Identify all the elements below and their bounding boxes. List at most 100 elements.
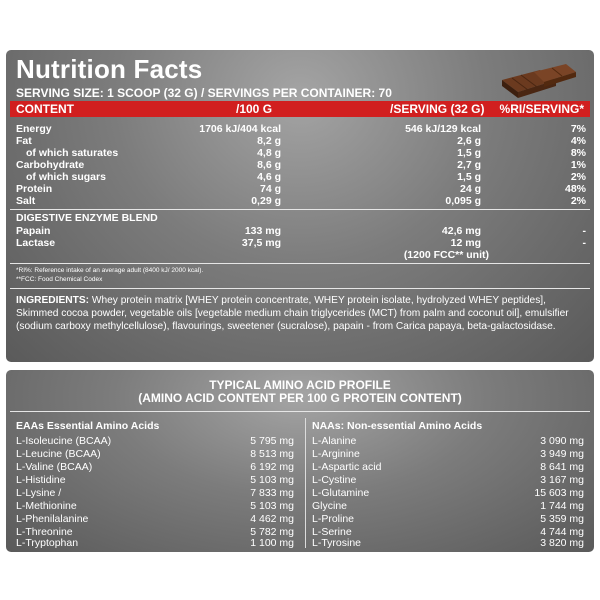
eaa-row: L-Isoleucine (BCAA) 5 795 mg — [16, 436, 294, 447]
header-per-100g: /100 G — [236, 102, 273, 116]
table-row-carbohydrate: Carbohydrate 8,6 g 2,7 g 1% — [16, 160, 586, 171]
header-ri-serving: %RI/SERVING* — [499, 102, 584, 116]
naa-title: NAAs: Non-essential Amino Acids — [312, 420, 483, 432]
naa-row: Glycine 1 744 mg — [312, 501, 584, 512]
amino-value: 15 603 mg — [534, 487, 584, 499]
amino-name: L-Alanine — [312, 435, 357, 447]
amino-name: L-Glutamine — [312, 487, 370, 499]
divider — [10, 411, 590, 412]
row-per-serving: 2,6 g — [457, 135, 481, 147]
amino-name: L-Histidine — [16, 474, 66, 486]
row-ri: 7% — [570, 123, 586, 135]
row-name: Lactase — [16, 237, 56, 249]
amino-value: 5 795 mg — [250, 435, 294, 447]
table-row-energy: Energy 1706 kJ/404 kcal 546 kJ/129 kcal … — [16, 124, 586, 135]
header-per-serving: /SERVING (32 G) — [390, 102, 485, 116]
header-content: CONTENT — [16, 102, 74, 116]
divider — [10, 263, 590, 264]
naa-row: L-Cystine 3 167 mg — [312, 475, 584, 486]
row-ri: 4% — [570, 135, 586, 147]
table-row-papain: Papain 133 mg 42,6 mg - — [16, 226, 586, 237]
row-name: Salt — [16, 195, 36, 207]
row-per-100g: 8,2 g — [257, 135, 281, 147]
row-per-100g: 4,6 g — [257, 171, 281, 183]
row-per-100g: 37,5 mg — [241, 237, 281, 249]
eaa-row: L-Methionine 5 103 mg — [16, 501, 294, 512]
eaa-row: L-Valine (BCAA) 6 192 mg — [16, 462, 294, 473]
amino-value: 3 167 mg — [540, 474, 584, 486]
row-per-serving: 0,095 g — [445, 195, 481, 207]
ingredients-list: Whey protein matrix [WHEY protein concen… — [16, 295, 569, 332]
naa-row: L-Glutamine 15 603 mg — [312, 488, 584, 499]
row-per-100g: 1706 kJ/404 kcal — [199, 123, 281, 135]
amino-value: 1 744 mg — [540, 500, 584, 512]
nutrition-table-header: CONTENT /100 G /SERVING (32 G) %RI/SERVI… — [10, 101, 590, 117]
amino-value: 8 513 mg — [250, 448, 294, 460]
amino-value: 7 833 mg — [250, 487, 294, 499]
row-name: Fat — [16, 135, 32, 147]
serving-size-line: SERVING SIZE: 1 SCOOP (32 G) / SERVINGS … — [16, 86, 392, 100]
table-row-saturates: of which saturates 4,8 g 1,5 g 8% — [16, 148, 586, 159]
amino-name: L-Cystine — [312, 474, 357, 486]
amino-value: 1 100 mg — [250, 537, 294, 549]
amino-acid-panel: TYPICAL AMINO ACID PROFILE (AMINO ACID C… — [6, 370, 594, 552]
footnote-fcc: **FCC: Food Chemical Codex — [16, 276, 103, 283]
row-name: Papain — [16, 225, 51, 237]
column-divider — [305, 418, 306, 548]
row-per-100g: 74 g — [259, 183, 281, 195]
naa-row: L-Serine 4 744 mg — [312, 527, 584, 538]
row-per-serving: 1,5 g — [457, 147, 481, 159]
amino-value: 5 103 mg — [250, 500, 294, 512]
eaa-row: L-Leucine (BCAA) 8 513 mg — [16, 449, 294, 460]
amino-value: 5 103 mg — [250, 474, 294, 486]
naa-row: L-Arginine 3 949 mg — [312, 449, 584, 460]
enzyme-blend-title: DIGESTIVE ENZYME BLEND — [16, 212, 158, 224]
eaa-title: EAAs Essential Amino Acids — [16, 420, 160, 432]
amino-name: Glycine — [312, 500, 348, 512]
row-per-100g: 4,8 g — [257, 147, 281, 159]
row-per-serving: 1,5 g — [457, 171, 481, 183]
amino-name: L-Methionine — [16, 500, 77, 512]
naa-row: L-Alanine 3 090 mg — [312, 436, 584, 447]
amino-name: L-Tyrosine — [312, 537, 362, 549]
ingredients-text: INGREDIENTS: Whey protein matrix [WHEY p… — [16, 294, 584, 333]
nutrition-facts-panel: Nutrition Facts SERVING SIZE: 1 SCOOP (3… — [6, 50, 594, 362]
row-ri: 2% — [570, 171, 586, 183]
row-ri: 1% — [570, 159, 586, 171]
row-per-serving: 12 mg — [450, 237, 481, 249]
table-row-sugars: of which sugars 4,6 g 1,5 g 2% — [16, 172, 586, 183]
row-ri: - — [582, 237, 587, 249]
row-name: of which saturates — [26, 147, 119, 159]
chocolate-pieces-icon — [502, 64, 576, 98]
amino-name: L-Lysine / — [16, 487, 62, 499]
row-ri: 2% — [570, 195, 586, 207]
row-name: Protein — [16, 183, 53, 195]
eaa-row: L-Histidine 5 103 mg — [16, 475, 294, 486]
row-per-serving: 546 kJ/129 kcal — [405, 123, 481, 135]
amino-name: L-Threonine — [16, 526, 73, 538]
amino-name: L-Valine (BCAA) — [16, 461, 93, 473]
naa-row: L-Tyrosine 3 820 mg — [312, 538, 584, 549]
fcc-unit-note: (1200 FCC** unit) — [403, 249, 489, 261]
eaa-row: L-Tryptophan 1 100 mg — [16, 538, 294, 549]
row-per-serving: 24 g — [459, 183, 481, 195]
row-per-100g: 133 mg — [244, 225, 281, 237]
amino-value: 4 462 mg — [250, 513, 294, 525]
amino-value: 4 744 mg — [540, 526, 584, 538]
table-row-salt: Salt 0,29 g 0,095 g 2% — [16, 196, 586, 207]
footnote-ri: *RI%: Reference intake of an average adu… — [16, 267, 204, 274]
amino-value: 3 820 mg — [540, 537, 584, 549]
amino-value: 6 192 mg — [250, 461, 294, 473]
amino-name: L-Serine — [312, 526, 352, 538]
row-ri: 48% — [564, 183, 586, 195]
divider — [10, 288, 590, 289]
row-ri: - — [582, 225, 587, 237]
naa-row: L-Proline 5 359 mg — [312, 514, 584, 525]
divider — [10, 209, 590, 210]
table-row-lactase: Lactase 37,5 mg 12 mg - — [16, 238, 586, 249]
row-name: of which sugars — [26, 171, 106, 183]
row-per-serving: 42,6 mg — [441, 225, 481, 237]
amino-subtitle: (AMINO ACID CONTENT PER 100 G PROTEIN CO… — [138, 391, 462, 405]
amino-value: 8 641 mg — [540, 461, 584, 473]
amino-name: L-Isoleucine (BCAA) — [16, 435, 112, 447]
